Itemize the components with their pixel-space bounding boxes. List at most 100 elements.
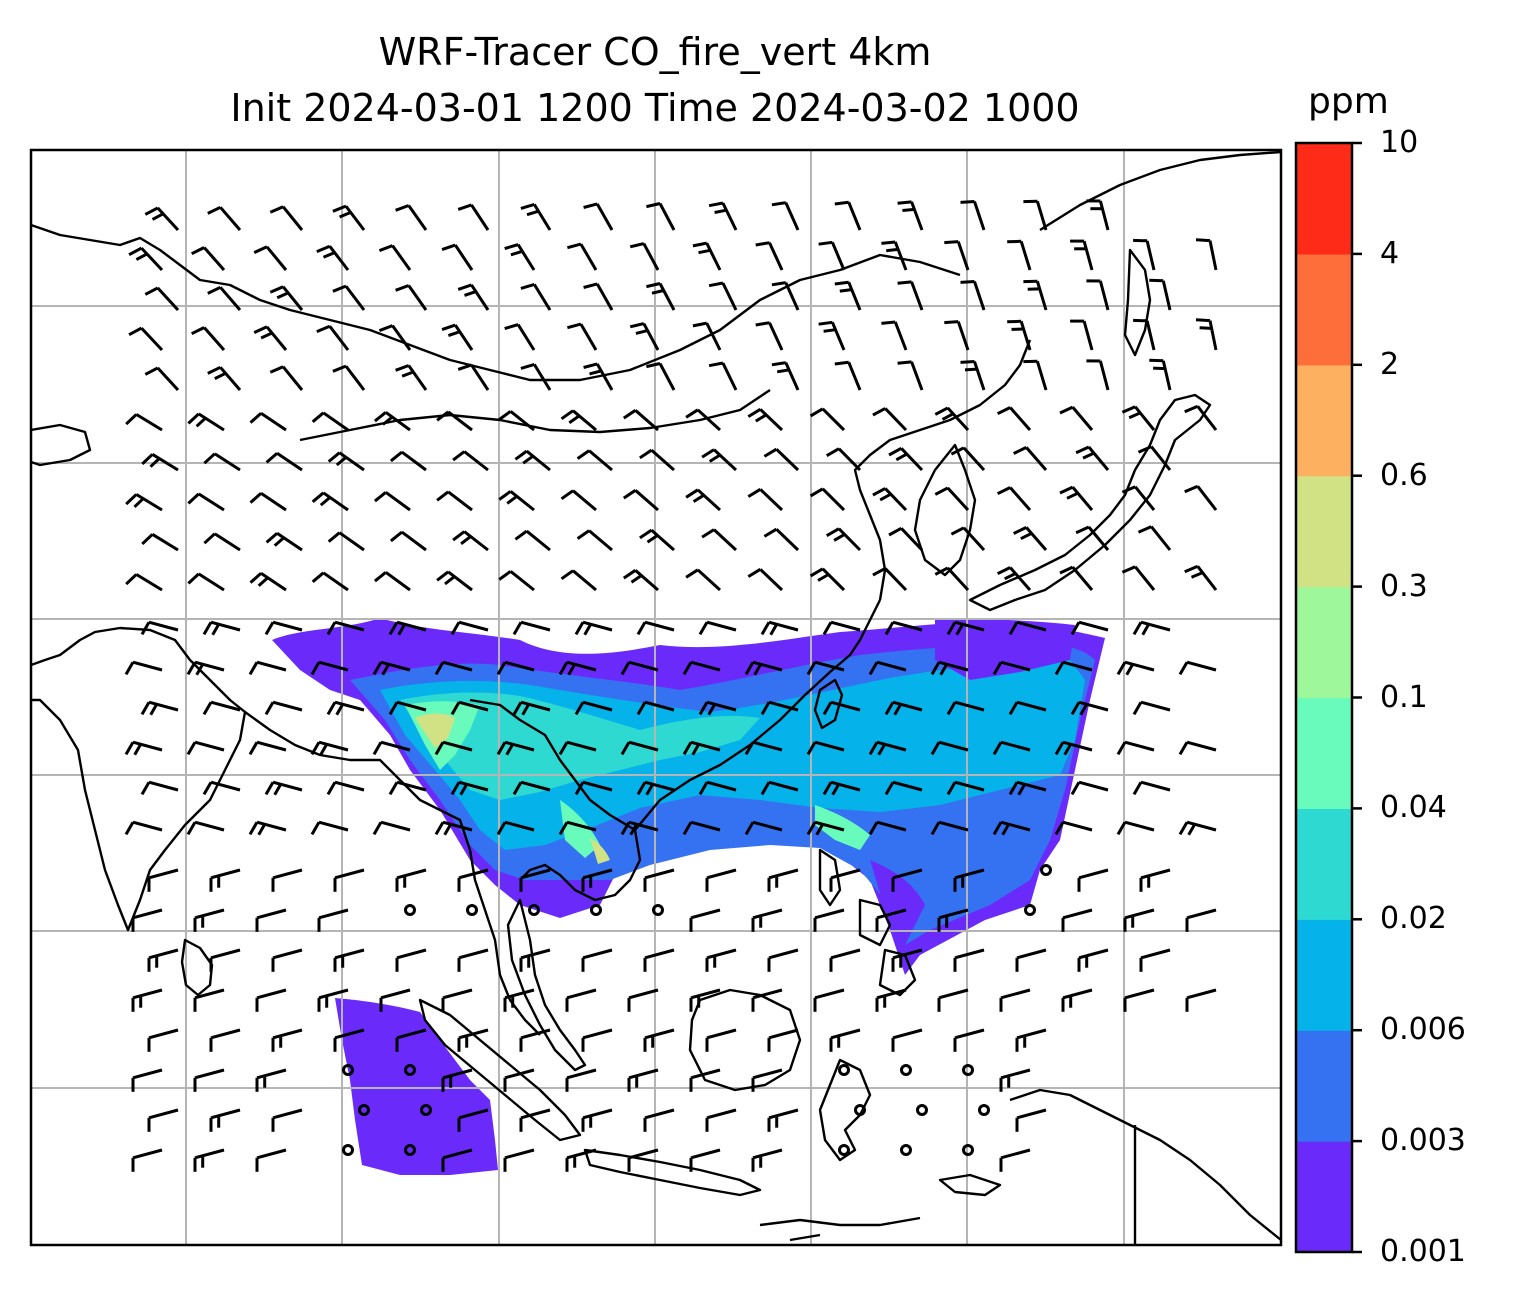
wind-barb: [689, 908, 721, 932]
colorbar-tick-label: 0.006: [1380, 1012, 1466, 1048]
wind-barb: [646, 282, 676, 311]
wind-barb: [271, 1108, 303, 1132]
colorbar-segment: [1296, 919, 1352, 1031]
colorbar-tick-label: 0.3: [1380, 568, 1428, 604]
wind-barb: [685, 408, 722, 432]
wind-barb: [1070, 780, 1109, 796]
coast-timor: [938, 1173, 1002, 1197]
wind-barb: [558, 740, 597, 756]
calm-marker: [854, 1104, 866, 1116]
wind-barb: [496, 820, 535, 836]
wind-barb: [1015, 1108, 1047, 1132]
wind-barb: [698, 780, 737, 796]
wind-barb: [705, 1028, 737, 1052]
wind-barb: [519, 1028, 551, 1052]
wind-barb: [249, 492, 287, 512]
wind-barb: [209, 1108, 241, 1132]
colorbar-tick-label: 10: [1380, 125, 1419, 160]
wind-barb: [622, 409, 659, 432]
wind-barb: [891, 948, 923, 972]
wind-barb: [806, 660, 845, 676]
wind-barb: [629, 322, 660, 351]
coast-malay-peninsula: [506, 898, 587, 1072]
wind-barb: [311, 491, 349, 512]
wind-barb: [1070, 239, 1094, 271]
wind-barb: [747, 488, 784, 512]
colorbar-segment: [1296, 808, 1352, 920]
wind-barb: [1077, 868, 1109, 892]
coast-taiwan: [813, 678, 844, 730]
colorbar-segment: [1296, 143, 1352, 255]
wind-barb: [809, 407, 846, 432]
wind-barb: [264, 780, 303, 796]
wind-barb: [514, 449, 551, 472]
wind-barb: [131, 908, 163, 932]
wind-barb: [1121, 405, 1156, 431]
wind-barb: [441, 323, 474, 351]
wind-barb: [960, 280, 986, 311]
wind-barb: [698, 700, 737, 716]
wind-barb: [689, 1068, 721, 1092]
colorbar-tick-label: 0.02: [1380, 901, 1447, 937]
wind-barb: [503, 988, 535, 1012]
calm-marker: [420, 1104, 432, 1116]
colorbar-segment: [1296, 586, 1352, 699]
wind-barb: [685, 568, 722, 592]
wind-barb: [1007, 319, 1032, 351]
wind-barb: [755, 241, 784, 271]
wind-barb: [999, 1068, 1031, 1092]
wind-barb: [813, 988, 845, 1012]
wind-barb: [567, 242, 598, 271]
wind-barb: [829, 1028, 861, 1052]
wind-barb: [960, 360, 986, 391]
wind-barb: [950, 526, 986, 552]
wind-barb: [747, 568, 784, 592]
wind-barb: [868, 660, 907, 676]
wind-barb: [441, 988, 473, 1012]
wind-barb: [373, 491, 411, 512]
wind-barb: [1075, 445, 1110, 471]
wind-barb: [450, 620, 489, 636]
calm-marker: [528, 904, 540, 916]
calm-marker: [652, 904, 664, 916]
wind-barb: [207, 285, 242, 311]
wind-barb: [317, 988, 349, 1012]
wind-barb: [1059, 565, 1094, 591]
calm-marker: [916, 1104, 928, 1116]
wind-barb: [209, 868, 241, 892]
wind-barb: [1185, 908, 1217, 932]
wind-barb: [441, 1148, 473, 1172]
wind-barb: [946, 780, 985, 796]
wind-barb: [140, 780, 179, 796]
wind-barb: [372, 740, 411, 756]
wind-barb: [576, 449, 613, 472]
wind-barb: [705, 948, 737, 972]
wind-barb: [1059, 405, 1094, 431]
wind-barb: [131, 1068, 163, 1092]
wind-barb: [809, 567, 846, 592]
wind-barb: [930, 820, 969, 836]
wind-barb: [255, 1148, 287, 1172]
wind-barb: [131, 1148, 163, 1172]
wind-barb: [450, 700, 489, 716]
wind-barb: [636, 620, 675, 636]
wind-barb: [760, 700, 799, 716]
wind-barb: [996, 566, 1032, 591]
colorbar-tick-label: 0.04: [1380, 790, 1447, 826]
wind-barb: [144, 366, 180, 392]
wind-barb: [950, 446, 986, 472]
wind-barb: [1178, 740, 1217, 756]
wind-barb: [583, 202, 614, 231]
wind-barb: [937, 988, 969, 1012]
wind-barb: [763, 527, 800, 552]
wind-barb: [884, 700, 923, 716]
wind-barb: [937, 908, 969, 932]
wind-barb: [822, 620, 861, 636]
wind-barb: [881, 320, 908, 351]
coast-sakhalin: [1123, 248, 1152, 357]
wind-barb: [311, 571, 349, 592]
wind-barb: [1139, 868, 1171, 892]
wind-barb: [248, 820, 287, 836]
wind-barb: [503, 1148, 535, 1172]
wind-barb: [825, 527, 862, 552]
